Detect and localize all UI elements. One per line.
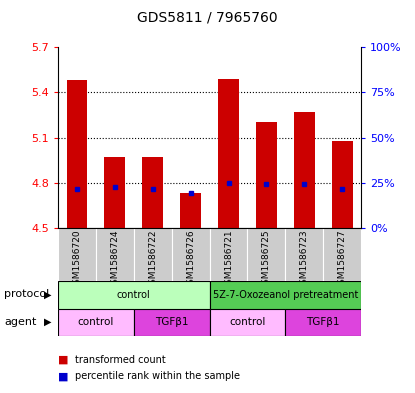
Bar [67,80,88,228]
Bar [58,309,134,336]
Bar [210,228,247,281]
Bar [294,112,315,228]
Bar [247,228,285,281]
Text: GSM1586726: GSM1586726 [186,230,195,290]
Bar [58,281,210,309]
Text: percentile rank within the sample: percentile rank within the sample [75,371,240,382]
Text: 5Z-7-Oxozeanol pretreatment: 5Z-7-Oxozeanol pretreatment [212,290,358,300]
Bar [210,281,361,309]
Text: control: control [229,317,266,327]
Bar [142,157,163,228]
Text: GSM1586721: GSM1586721 [224,230,233,290]
Bar [172,228,210,281]
Bar [180,193,201,228]
Text: transformed count: transformed count [75,354,166,365]
Text: GSM1586723: GSM1586723 [300,230,309,290]
Text: protocol: protocol [4,289,49,299]
Bar [256,123,277,228]
Text: GSM1586724: GSM1586724 [110,230,120,290]
Text: GSM1586727: GSM1586727 [338,230,347,290]
Text: TGFβ1: TGFβ1 [155,317,188,327]
Bar [105,157,125,228]
Text: GDS5811 / 7965760: GDS5811 / 7965760 [137,11,278,25]
Bar [332,141,352,228]
Text: ▶: ▶ [44,317,51,327]
Bar [286,309,361,336]
Text: control: control [78,317,114,327]
Text: ■: ■ [58,354,68,365]
Text: agent: agent [4,317,37,327]
Bar [218,79,239,228]
Text: GSM1586725: GSM1586725 [262,230,271,290]
Text: GSM1586720: GSM1586720 [73,230,81,290]
Bar [323,228,361,281]
Text: control: control [117,290,151,300]
Text: ▶: ▶ [44,289,51,299]
Text: ■: ■ [58,371,68,382]
Bar [96,228,134,281]
Bar [58,228,96,281]
Text: TGFβ1: TGFβ1 [306,317,340,327]
Text: GSM1586722: GSM1586722 [148,230,157,290]
Bar [134,228,172,281]
Bar [134,309,210,336]
Bar [210,309,286,336]
Bar [286,228,323,281]
